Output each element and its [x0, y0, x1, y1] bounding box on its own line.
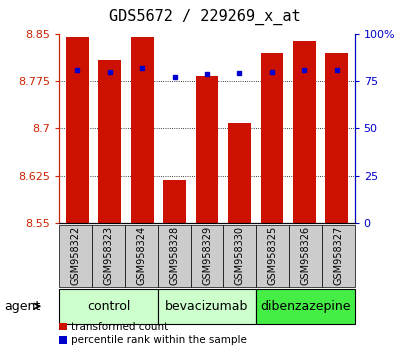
Text: agent: agent [4, 300, 40, 313]
Text: GSM958328: GSM958328 [169, 226, 179, 285]
Text: bevacizumab: bevacizumab [165, 300, 248, 313]
Text: GSM958322: GSM958322 [71, 226, 81, 285]
Bar [98, 60, 121, 223]
Bar [66, 37, 88, 223]
Text: GSM958324: GSM958324 [136, 226, 146, 285]
Bar [292, 41, 315, 223]
Text: GSM958329: GSM958329 [202, 226, 211, 285]
Text: dibenzazepine: dibenzazepine [260, 300, 350, 313]
Text: GSM958323: GSM958323 [103, 226, 113, 285]
Text: GSM958325: GSM958325 [267, 226, 277, 285]
Bar [325, 53, 347, 223]
Text: GDS5672 / 229269_x_at: GDS5672 / 229269_x_at [109, 9, 300, 25]
Legend: transformed count, percentile rank within the sample: transformed count, percentile rank withi… [58, 322, 246, 345]
Text: GSM958330: GSM958330 [234, 226, 244, 285]
Text: GSM958326: GSM958326 [300, 226, 310, 285]
Bar [260, 53, 283, 223]
Bar [227, 123, 250, 223]
Bar [130, 37, 153, 223]
Bar [163, 180, 186, 223]
Text: GSM958327: GSM958327 [333, 226, 342, 285]
Bar [195, 76, 218, 223]
Text: control: control [87, 300, 130, 313]
